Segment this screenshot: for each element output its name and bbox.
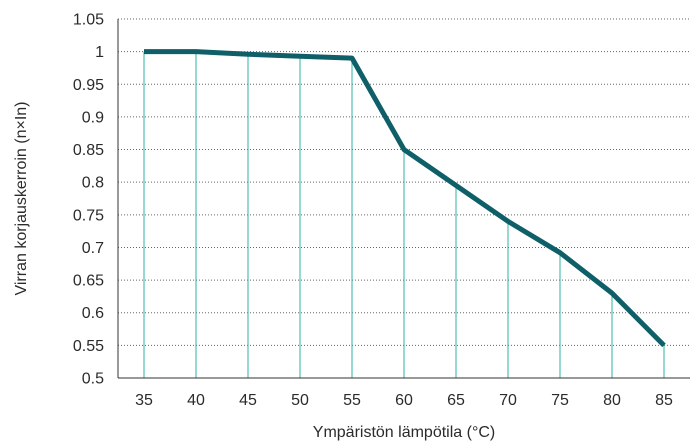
y-tick-label: 1 [95, 44, 104, 61]
y-tick-label: 0.75 [73, 207, 104, 224]
axes [117, 19, 690, 379]
y-tick-label: 0.5 [82, 371, 104, 388]
x-tick-label: 60 [395, 392, 413, 409]
x-tick-label: 55 [343, 392, 361, 409]
x-tick-label: 75 [551, 392, 569, 409]
series-layer [144, 49, 666, 348]
x-tick-label: 35 [135, 392, 153, 409]
y-tick-label: 0.65 [73, 273, 104, 290]
x-tick-label: 65 [447, 392, 465, 409]
y-tick-label: 0.7 [82, 240, 104, 257]
y-tick-label: 0.55 [73, 338, 104, 355]
x-tick-label: 80 [603, 392, 621, 409]
x-tick-label: 40 [187, 392, 205, 409]
y-tick-label: 0.95 [73, 77, 104, 94]
x-tick-labels: 35 40 45 50 55 60 65 70 75 80 85 [135, 392, 673, 409]
x-axis-title: Ympäristön lämpötila (°C) [313, 424, 495, 441]
y-tick-label: 0.6 [82, 305, 104, 322]
y-tick-label: 0.9 [82, 109, 104, 126]
drop-lines [143, 51, 665, 378]
y-tick-labels: 0.5 0.55 0.6 0.65 0.7 0.75 0.8 0.85 0.9 0.95 1 1.05 [73, 12, 104, 388]
y-tick-label: 1.05 [73, 12, 104, 29]
y-axis-title: Virran korjauskerroin (n×In) [13, 101, 30, 295]
y-tick-label: 0.8 [82, 175, 104, 192]
series-line [144, 49, 666, 348]
y-tick-label: 0.85 [73, 142, 104, 159]
x-tick-label: 70 [499, 392, 517, 409]
x-tick-label: 50 [291, 392, 309, 409]
x-tick-label: 85 [655, 392, 673, 409]
x-tick-label: 45 [239, 392, 257, 409]
